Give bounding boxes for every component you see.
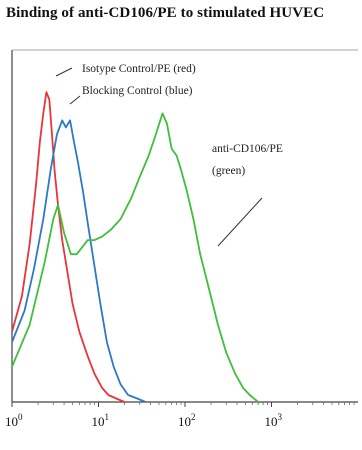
chart-title: Binding of anti-CD106/PE to stimulated H… (6, 5, 325, 21)
axes (11, 49, 358, 403)
annotation-anti-cd106: anti-CD106/PE (212, 143, 283, 155)
x-tick-label-3: 103 (265, 412, 283, 429)
annotation-leader-isotype (55, 67, 73, 77)
annotation-leader-anti-cd106 (217, 197, 263, 247)
series-layer (11, 91, 259, 403)
series-line-2 (11, 112, 259, 403)
annotation-isotype: Isotype Control/PE (red) (82, 63, 196, 75)
x-tick-label-2: 102 (178, 412, 196, 429)
series-line-1 (11, 119, 146, 403)
x-tick-label-1: 101 (92, 412, 110, 429)
annotation-leader-blocking (69, 95, 81, 105)
x-tick-label-0: 100 (5, 412, 23, 429)
annotation-layer: Isotype Control/PE (red) Blocking Contro… (55, 63, 283, 247)
x-tick-layer: 100 101 102 103 (5, 402, 355, 429)
annotation-anti-cd106-color: (green) (212, 165, 245, 177)
annotation-blocking: Blocking Control (blue) (82, 85, 193, 97)
